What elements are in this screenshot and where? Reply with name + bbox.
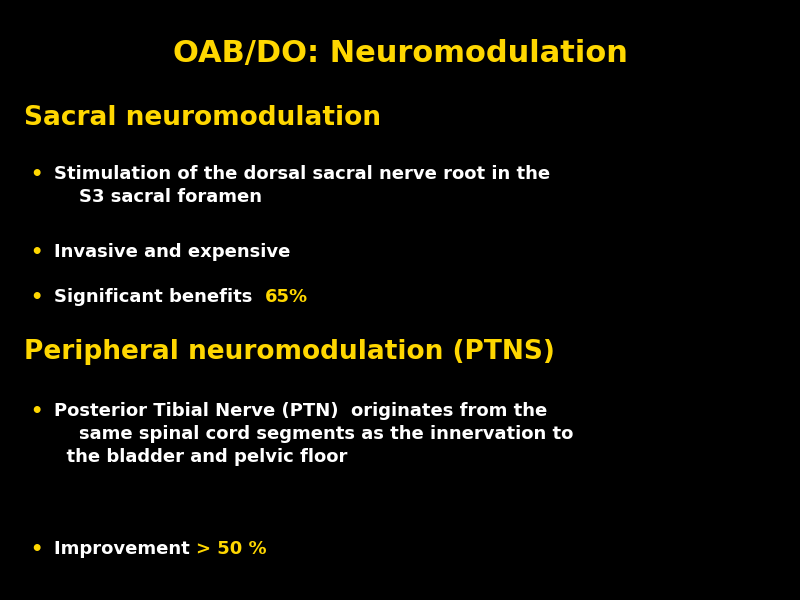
Text: •: •	[30, 402, 42, 421]
Text: 65%: 65%	[266, 288, 308, 306]
Text: Posterior Tibial Nerve (PTN)  originates from the
    same spinal cord segments : Posterior Tibial Nerve (PTN) originates …	[54, 402, 574, 466]
Text: OAB/DO: Neuromodulation: OAB/DO: Neuromodulation	[173, 39, 627, 68]
Text: Improvement: Improvement	[54, 540, 197, 558]
Text: Peripheral neuromodulation (PTNS): Peripheral neuromodulation (PTNS)	[24, 339, 555, 365]
Text: Stimulation of the dorsal sacral nerve root in the
    S3 sacral foramen: Stimulation of the dorsal sacral nerve r…	[54, 165, 550, 206]
Text: •: •	[30, 165, 42, 184]
Text: •: •	[30, 540, 42, 559]
Text: > 50 %: > 50 %	[196, 540, 267, 558]
Text: •: •	[30, 288, 42, 307]
Text: •: •	[30, 243, 42, 262]
Text: Sacral neuromodulation: Sacral neuromodulation	[24, 105, 381, 131]
Text: Significant benefits: Significant benefits	[54, 288, 266, 306]
Text: Invasive and expensive: Invasive and expensive	[54, 243, 290, 261]
